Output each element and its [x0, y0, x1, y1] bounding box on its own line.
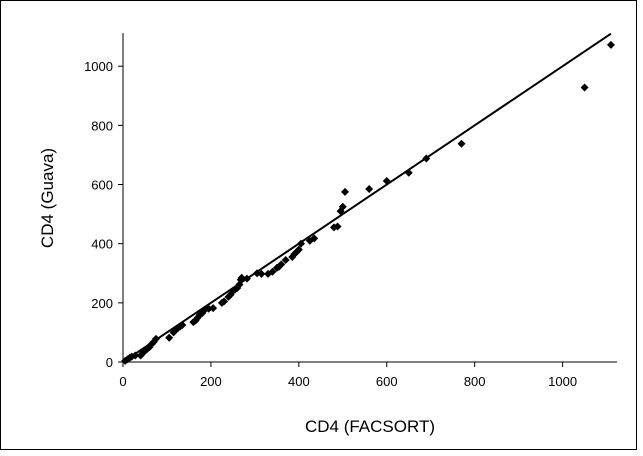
data-point — [422, 154, 431, 163]
y-tick-label: 200 — [91, 296, 113, 311]
data-points — [121, 40, 615, 365]
data-point — [310, 234, 319, 243]
data-point — [365, 184, 374, 193]
chart-border — [0, 0, 637, 450]
data-point — [220, 297, 229, 306]
data-point — [209, 304, 218, 313]
x-tick-label: 1000 — [548, 374, 577, 389]
data-point — [268, 267, 277, 276]
data-point — [297, 239, 306, 248]
data-point — [382, 176, 391, 185]
y-axis-ticks: 0 200 400 600 800 1000 — [84, 59, 123, 370]
x-tick-label: 0 — [119, 374, 126, 389]
data-point — [131, 351, 140, 360]
data-point — [457, 139, 466, 148]
y-tick-label: 400 — [91, 237, 113, 252]
x-tick-label: 600 — [376, 374, 398, 389]
data-point — [178, 321, 187, 330]
y-axis-title: CD4 (Guava) — [38, 148, 57, 248]
y-tick-label: 1000 — [84, 59, 113, 74]
data-point — [257, 269, 266, 278]
data-point — [281, 255, 290, 264]
data-point — [165, 333, 174, 342]
y-tick-label: 800 — [91, 118, 113, 133]
data-point — [277, 260, 286, 269]
data-point — [333, 222, 342, 231]
data-point — [237, 273, 246, 282]
data-point — [580, 83, 589, 92]
data-point — [340, 187, 349, 196]
x-axis-ticks: 0 200 400 600 800 1000 — [119, 362, 577, 389]
data-point — [294, 245, 303, 254]
data-point — [242, 274, 251, 283]
data-point — [606, 40, 615, 49]
data-point — [404, 168, 413, 177]
x-axis-title: CD4 (FACSORT) — [305, 417, 435, 436]
y-tick-label: 600 — [91, 178, 113, 193]
data-point — [151, 334, 160, 343]
data-point — [338, 202, 347, 211]
x-tick-label: 400 — [288, 374, 310, 389]
x-tick-label: 200 — [200, 374, 222, 389]
y-tick-label: 0 — [106, 355, 113, 370]
x-tick-label: 800 — [464, 374, 486, 389]
